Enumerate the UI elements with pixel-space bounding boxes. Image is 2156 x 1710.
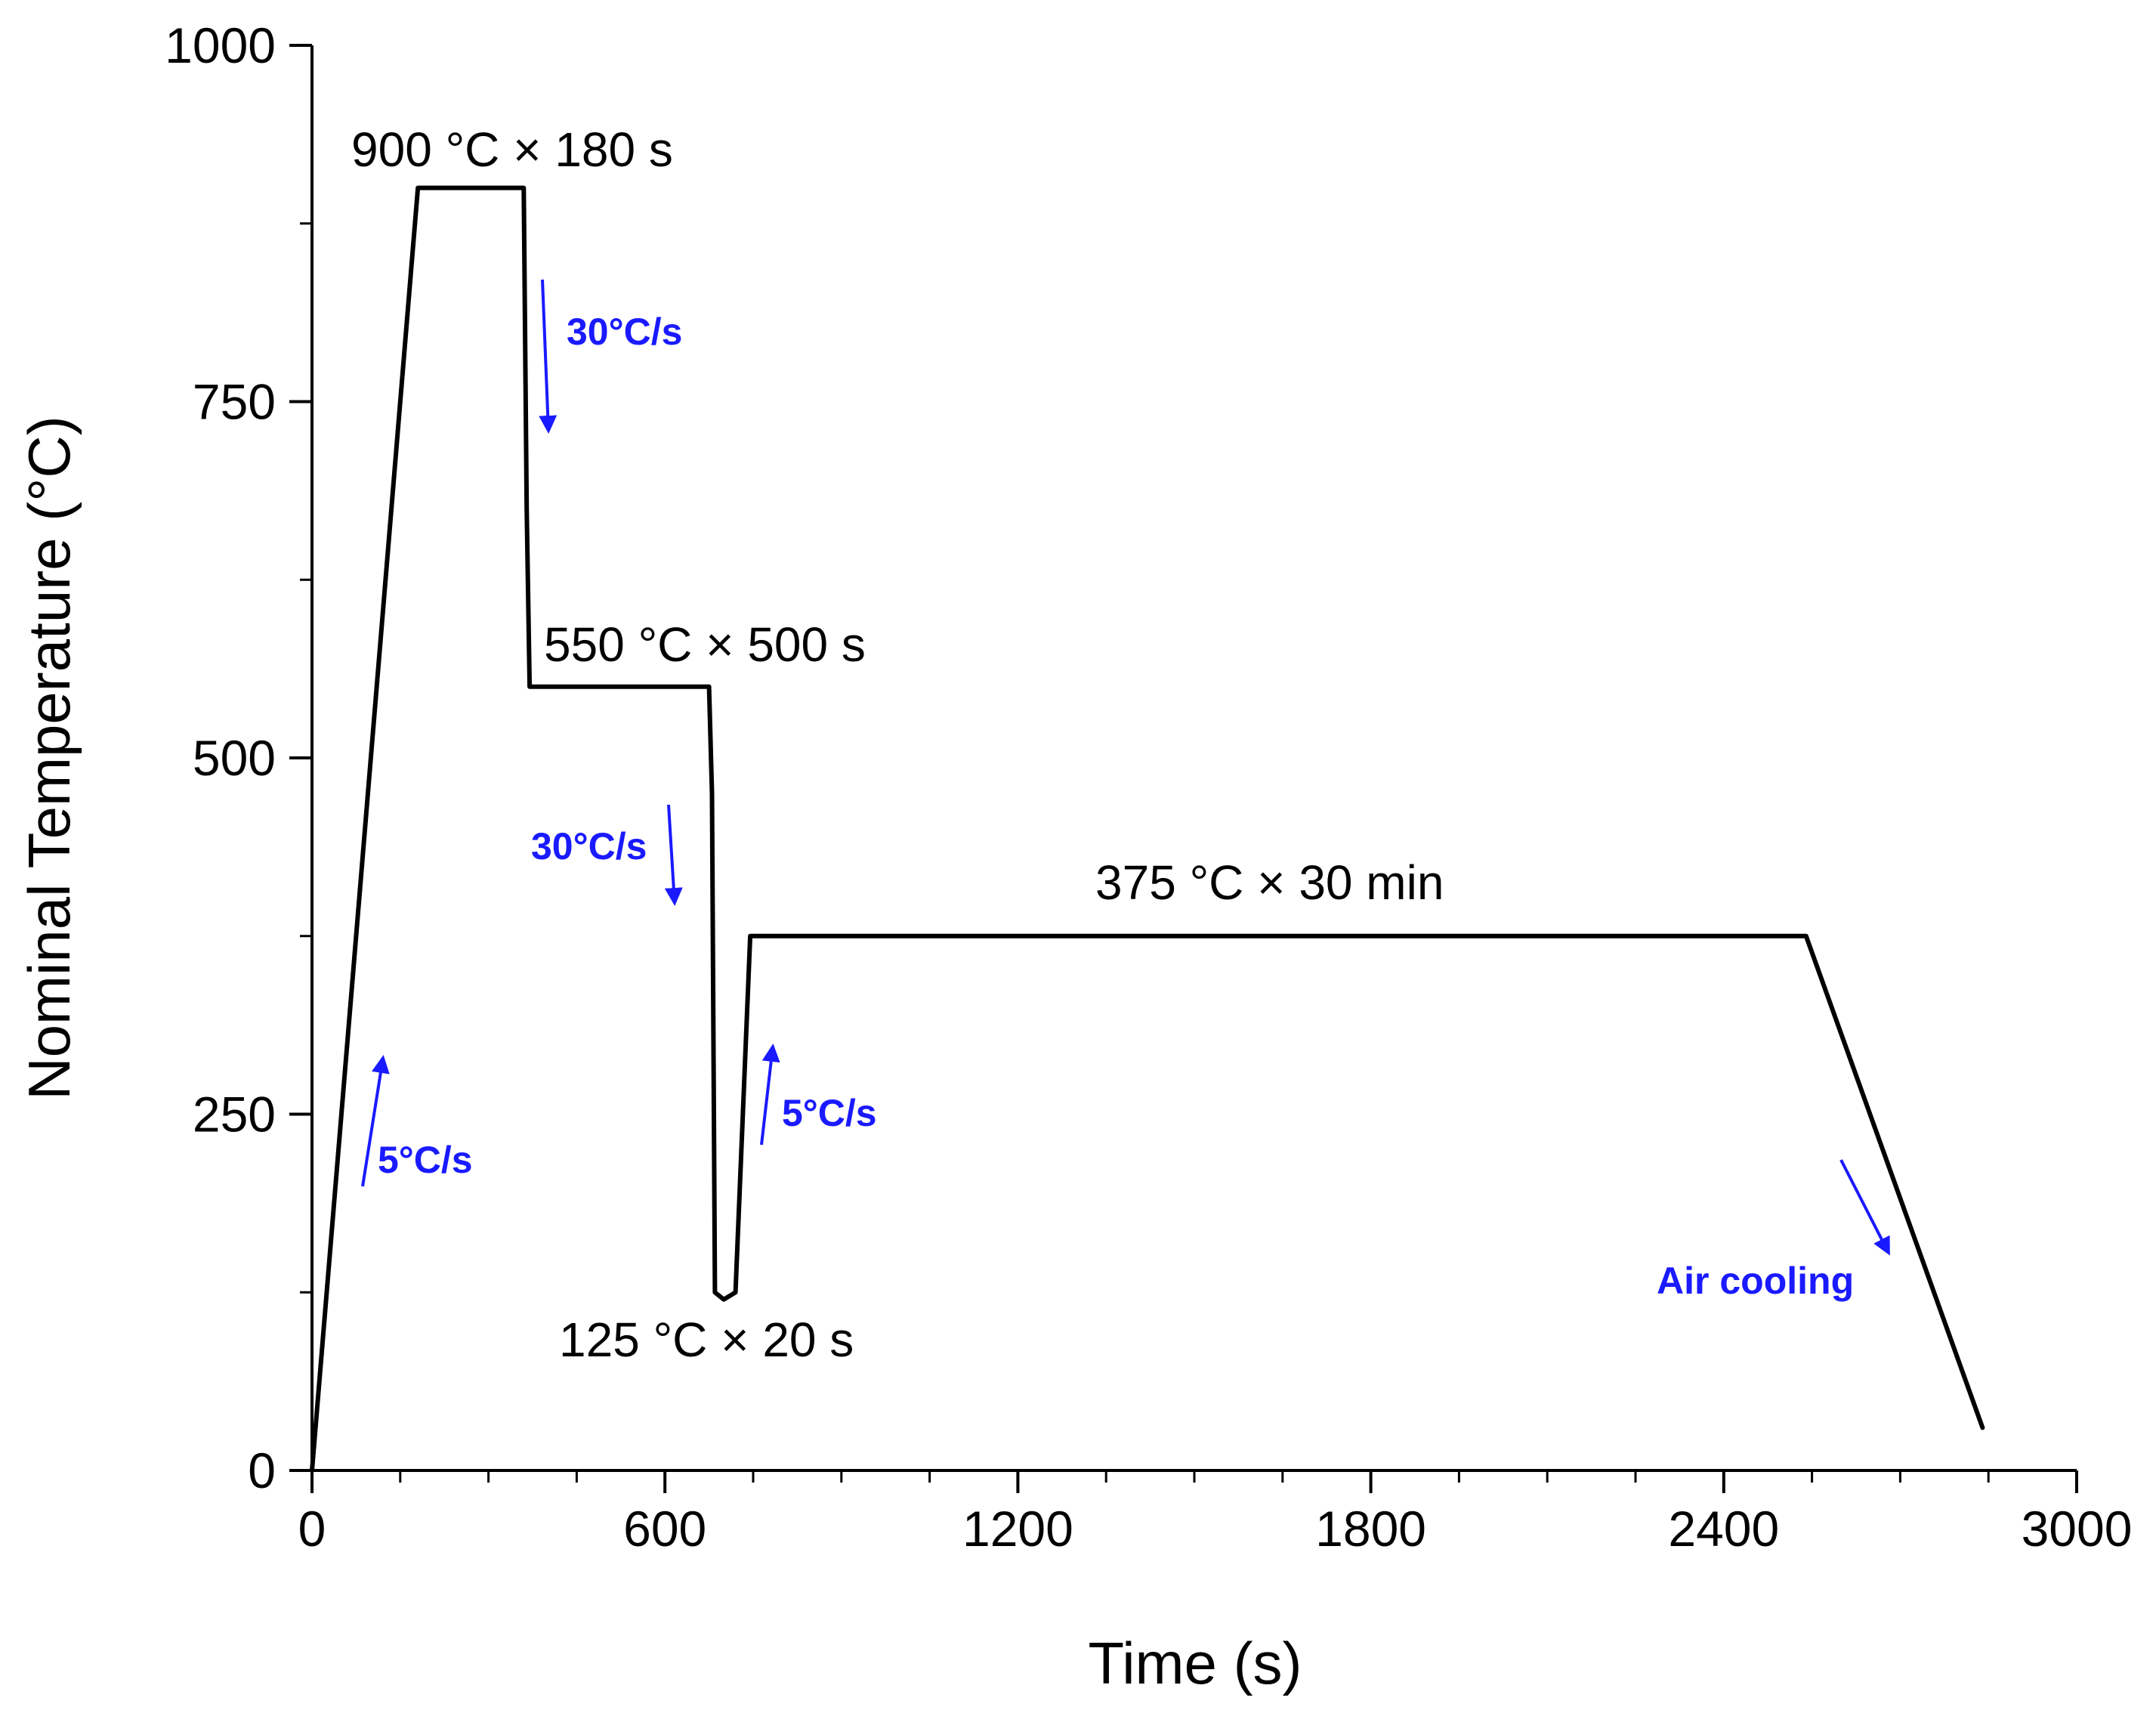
x-tick-label: 600 <box>623 1501 706 1557</box>
air-cooling-arrow <box>1839 1159 1890 1256</box>
y-tick-label: 500 <box>193 730 276 786</box>
cooling-rate-arrow-1 <box>539 279 558 434</box>
x-tick-label: 1800 <box>1315 1501 1426 1557</box>
x-ticks: 0 600 1200 1800 2400 3000 <box>298 1470 2133 1557</box>
y-ticks: 0 250 500 750 1000 <box>165 17 312 1498</box>
x-tick-label: 2400 <box>1668 1501 1779 1557</box>
cooling-rate-arrow-2 <box>664 804 683 906</box>
y-axis-title: Nominal Temperature (°C) <box>16 416 82 1099</box>
y-tick-label: 1000 <box>165 17 276 73</box>
hold-label-125: 125 °C × 20 s <box>559 1313 854 1367</box>
cooling-rate-label-1: 30°C/s <box>567 311 682 353</box>
cooling-rate-label-2: 30°C/s <box>531 825 647 867</box>
series-layer <box>310 185 1985 1473</box>
hold-label-550: 550 °C × 500 s <box>544 617 866 672</box>
heating-rate-arrow-1 <box>361 1055 390 1187</box>
x-tick-label: 1200 <box>962 1501 1073 1557</box>
heating-rate-label-2: 5°C/s <box>782 1092 877 1134</box>
hold-label-375: 375 °C × 30 min <box>1095 855 1444 910</box>
heating-rate-label-1: 5°C/s <box>378 1139 473 1181</box>
y-tick-label: 250 <box>193 1087 276 1143</box>
series-line <box>310 185 1985 1473</box>
y-tick-label: 0 <box>248 1443 276 1498</box>
hold-label-900: 900 °C × 180 s <box>351 122 673 177</box>
heating-rate-arrow-2 <box>760 1044 780 1146</box>
x-tick-label: 0 <box>298 1501 326 1557</box>
air-cooling-label: Air cooling <box>1657 1260 1854 1302</box>
x-tick-label: 3000 <box>2022 1501 2133 1557</box>
y-tick-label: 750 <box>193 374 276 430</box>
x-axis-title: Time (s) <box>1088 1630 1302 1696</box>
